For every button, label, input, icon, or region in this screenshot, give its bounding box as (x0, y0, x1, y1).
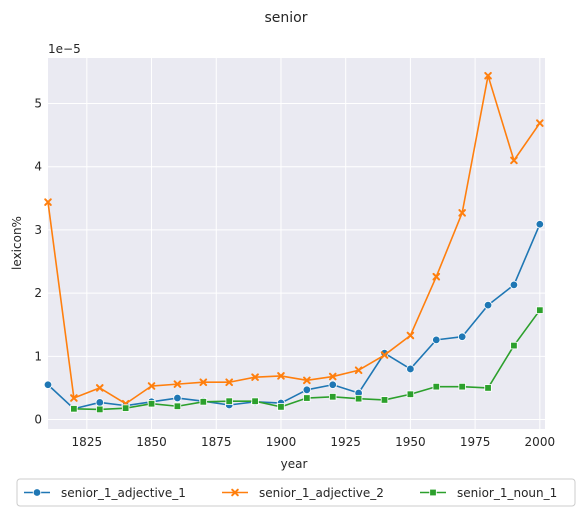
data-point (535, 220, 545, 229)
y-tick-label: 4 (34, 160, 42, 174)
data-point (483, 300, 493, 310)
series-line (47, 74, 541, 405)
data-point (147, 382, 156, 390)
y-tick-label: 0 (34, 413, 42, 427)
data-point (432, 335, 441, 345)
data-point (251, 397, 259, 405)
y-tick-label: 5 (34, 97, 42, 111)
legend-entry: senior_1_noun_1 (420, 486, 557, 500)
y-tick-label: 3 (34, 223, 42, 237)
data-point (277, 372, 285, 380)
data-point (406, 331, 415, 340)
data-point (43, 380, 53, 389)
data-point (303, 394, 311, 402)
y-axis-label: lexicon% (10, 216, 24, 270)
data-point (432, 272, 441, 281)
data-point (173, 393, 182, 403)
data-point (354, 394, 363, 403)
x-tick-label: 1825 (72, 435, 103, 449)
x-axis-label: year (281, 457, 308, 471)
data-point (173, 402, 182, 410)
data-point (277, 403, 285, 411)
data-point (251, 373, 259, 381)
data-point (70, 394, 78, 402)
x-tick-label: 1925 (330, 435, 361, 449)
y-tick-label: 2 (34, 286, 42, 300)
data-point (432, 382, 440, 391)
data-point (199, 398, 208, 406)
legend-entry: senior_1_adjective_1 (24, 486, 186, 500)
data-point (510, 156, 518, 165)
data-point (302, 385, 312, 395)
x-tick-label: 1975 (460, 435, 491, 449)
legend-marker (231, 488, 239, 497)
data-point (199, 378, 208, 387)
data-point (225, 397, 233, 405)
data-point (329, 393, 337, 401)
data-point (458, 209, 466, 217)
x-tick-label: 1900 (266, 435, 297, 449)
data-point (225, 378, 233, 387)
legend-frame (16, 478, 576, 507)
data-point (95, 384, 104, 392)
x-tick-label: 1875 (201, 435, 232, 449)
data-point (328, 380, 337, 389)
data-point (44, 198, 52, 206)
legend: senior_1_adjective_1 senior_1_adjective_2… (16, 478, 576, 507)
data-point (96, 405, 104, 414)
data-point (173, 380, 182, 388)
data-point (147, 400, 156, 408)
series-senior_1_adjective_2 (44, 71, 544, 408)
data-point (406, 390, 415, 398)
legend-label: senior_1_noun_1 (457, 486, 557, 500)
data-point (380, 396, 389, 404)
plot-area (48, 58, 545, 429)
legend-entry: senior_1_adjective_2 (222, 486, 384, 500)
plot-background (48, 58, 545, 429)
gridlines (48, 58, 545, 429)
x-tick-label: 2000 (525, 435, 556, 449)
data-point (354, 366, 363, 375)
data-point (458, 382, 466, 391)
data-point (484, 71, 492, 80)
data-point (121, 404, 130, 412)
data-point (484, 384, 492, 392)
data-point (406, 364, 415, 374)
series-line (47, 223, 541, 410)
x-tick-label: 1950 (395, 435, 426, 449)
legend-marker (429, 488, 437, 497)
data-point (536, 119, 544, 127)
series-senior_1_adjective_1 (43, 220, 545, 413)
data-point (95, 398, 104, 407)
y-axis-exponent-label: 1e−5 (48, 42, 81, 56)
chart-title: senior (265, 10, 308, 26)
data-point (457, 332, 467, 341)
legend-label: senior_1_adjective_2 (259, 486, 384, 500)
series-senior_1_noun_1 (70, 306, 544, 414)
data-point (303, 376, 311, 385)
data-point (509, 280, 519, 290)
data-point (70, 405, 78, 413)
y-tick-label: 1 (34, 349, 42, 363)
axis-ticks: 1825 1850 1875 1900 1925 1950 1975 2000 0 1 2 3 4 5 (34, 97, 555, 449)
data-point (380, 351, 389, 359)
data-point (510, 341, 518, 350)
data-point (536, 306, 544, 314)
series-lines (43, 71, 545, 414)
legend-label: senior_1_adjective_1 (61, 486, 186, 500)
data-point (328, 372, 337, 381)
x-tick-label: 1850 (136, 435, 167, 449)
legend-marker (32, 488, 42, 497)
